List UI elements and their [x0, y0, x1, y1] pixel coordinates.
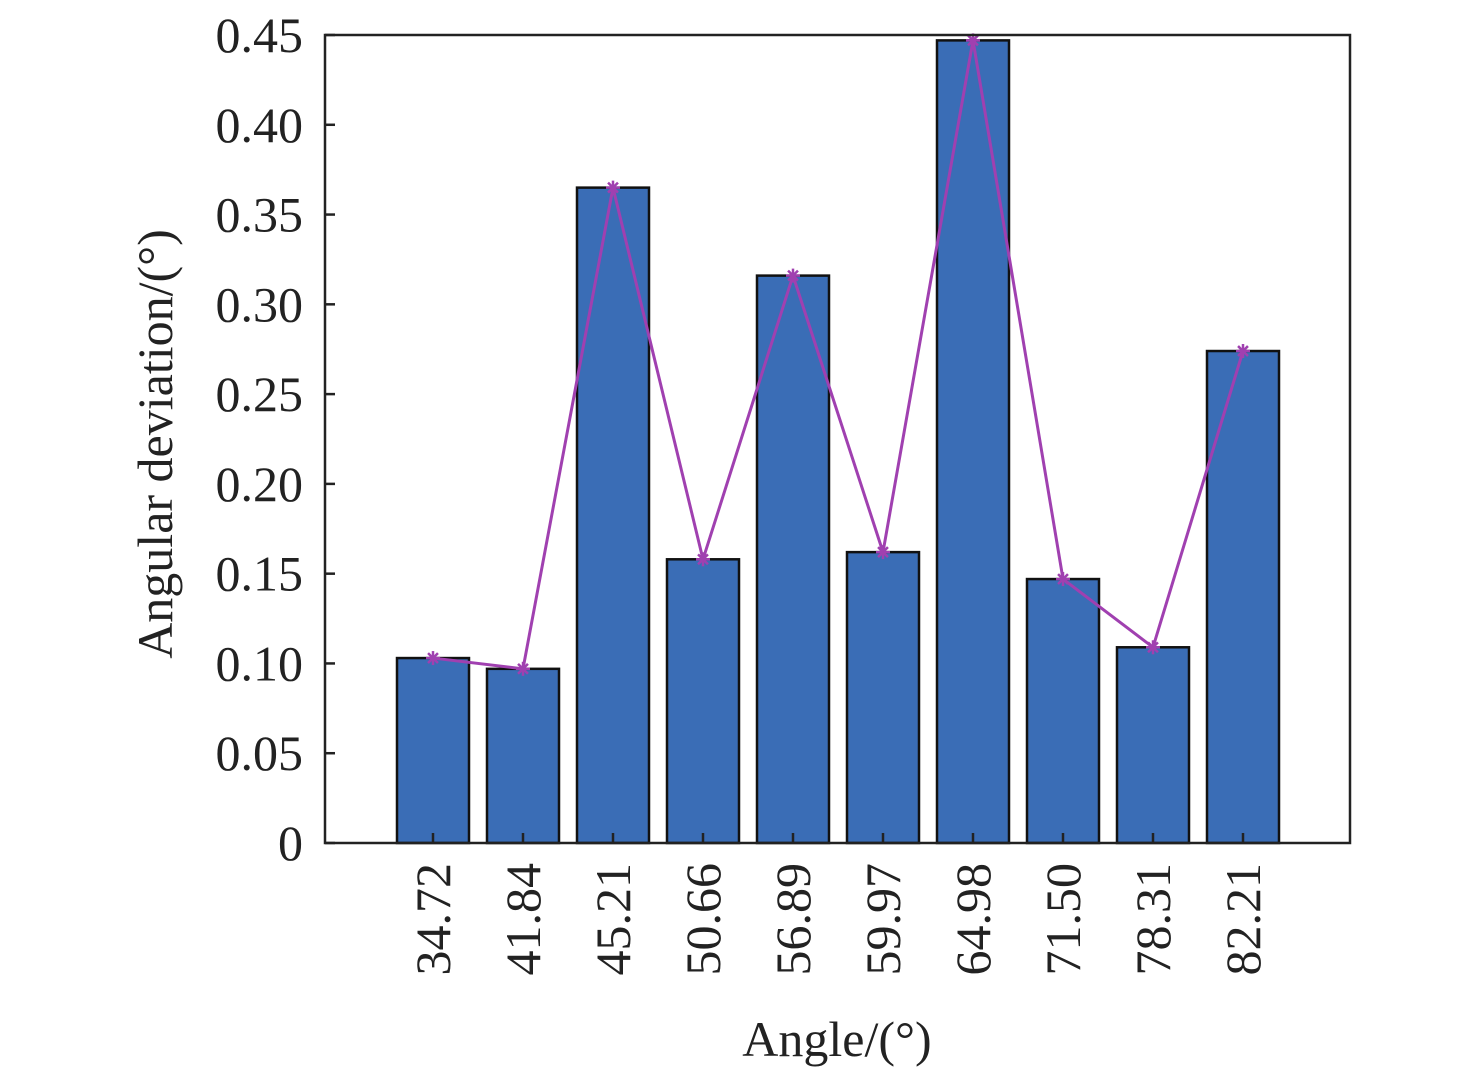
bar-41.84 — [485, 667, 561, 845]
x-tick-label: 78.31 — [1125, 863, 1181, 976]
line-marker-41.84 — [516, 661, 530, 676]
bar-50.66 — [665, 558, 741, 845]
x-tick-label: 45.21 — [585, 863, 641, 976]
bar-56.89 — [755, 274, 831, 845]
y-tick-label: 0.35 — [216, 187, 304, 243]
x-tick-label: 56.89 — [765, 863, 821, 976]
y-tick-label: 0.05 — [216, 725, 304, 781]
y-ticks-group: 0 0.05 0.10 0.15 0.20 0.25 0.30 0.35 0.40 0.45 — [216, 7, 335, 871]
bar-45.21 — [575, 186, 651, 845]
x-tick-label: 41.84 — [495, 863, 551, 976]
line-marker-56.89 — [786, 268, 800, 283]
bars-group — [395, 39, 1281, 845]
x-ticks-group: 34.72 41.84 45.21 50.66 56.89 59.97 64.98 71.50… — [405, 833, 1271, 976]
y-tick-label: 0 — [278, 815, 303, 871]
bar-82.21 — [1205, 349, 1281, 845]
line-marker-59.97 — [876, 545, 890, 560]
y-tick-label: 0.20 — [216, 456, 304, 512]
y-tick-label: 0.10 — [216, 635, 304, 691]
x-tick-label: 82.21 — [1215, 863, 1271, 976]
bar-64.98 — [935, 39, 1011, 845]
x-tick-label: 71.50 — [1035, 863, 1091, 976]
bar-78.31 — [1115, 646, 1191, 845]
plot-frame — [323, 33, 1352, 845]
bar-59.97 — [845, 550, 921, 845]
y-tick-label: 0.25 — [216, 366, 304, 422]
y-tick-label: 0.40 — [216, 97, 304, 153]
line-marker-34.72 — [426, 651, 440, 666]
y-tick-label: 0.30 — [216, 276, 304, 332]
line-marker-50.66 — [696, 552, 710, 567]
x-tick-label: 50.66 — [675, 863, 731, 976]
line-marker-45.21 — [606, 180, 620, 195]
series-line-path — [432, 40, 1245, 671]
x-tick-label: 64.98 — [945, 863, 1001, 976]
y-tick-label: 0.15 — [216, 546, 304, 602]
bar-34.72 — [395, 656, 471, 845]
bar-71.50 — [1025, 577, 1101, 845]
y-tick-label: 0.45 — [216, 7, 304, 63]
line-series-group — [426, 33, 1250, 676]
y-axis-label: Angular deviation/(°) — [127, 229, 183, 659]
line-marker-78.31 — [1146, 640, 1160, 655]
x-tick-label: 34.72 — [405, 863, 461, 976]
x-axis-label: Angle/(°) — [742, 1011, 931, 1067]
line-marker-71.50 — [1056, 572, 1070, 587]
x-tick-label: 59.97 — [855, 863, 911, 976]
line-marker-82.21 — [1236, 344, 1250, 359]
axes-group — [323, 33, 1352, 845]
